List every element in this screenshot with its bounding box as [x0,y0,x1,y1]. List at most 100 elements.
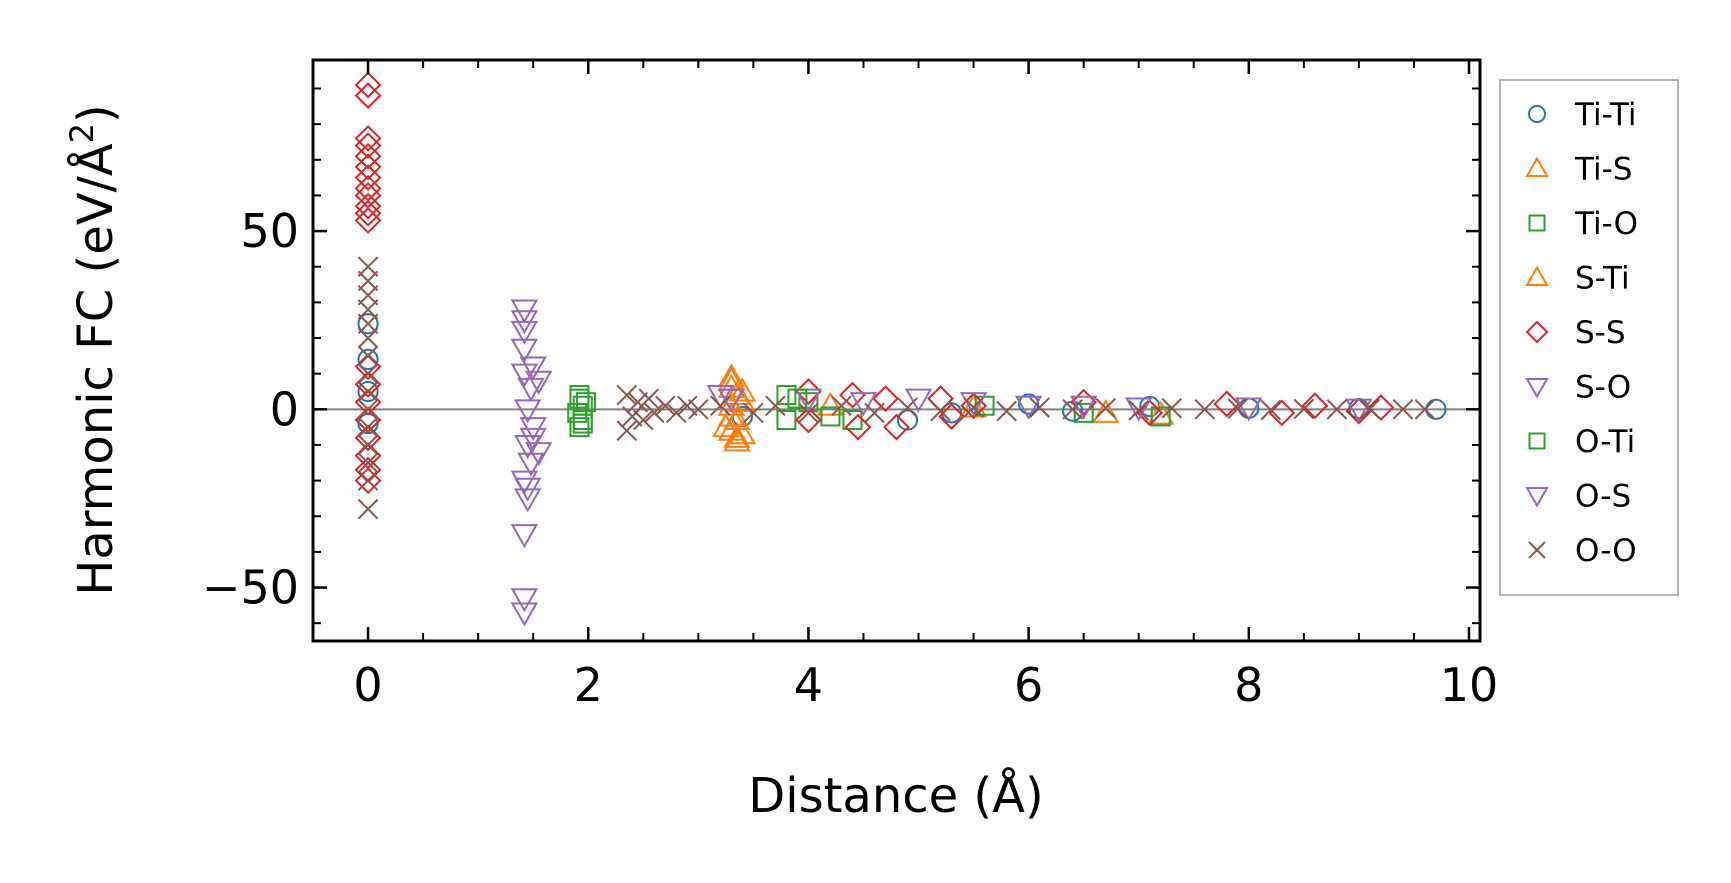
series-o-o [357,256,1436,520]
point-o-ti-2 [787,388,808,409]
point-o-o-40 [1161,397,1183,419]
x-tick-label-6: 6 [1014,658,1043,712]
point-o-o-27 [743,402,764,424]
legend-marker-o-s [1525,487,1549,508]
x-tick-label-4: 4 [794,658,823,712]
point-s-s-0 [354,71,382,99]
point-s-o-6 [513,399,542,424]
y-tick-label-1: 0 [270,382,299,436]
point-o-o-8 [357,381,379,402]
point-o-o-0 [357,256,379,278]
point-s-s-21 [795,406,822,434]
point-o-o-48 [1414,399,1436,420]
point-ti-s-9 [728,420,757,445]
point-o-o-30 [831,395,852,417]
point-s-o-14 [510,602,539,627]
point-o-o-35 [996,400,1017,422]
point-o-o-34 [963,397,984,418]
point-s-s-33 [1301,392,1329,420]
point-s-s-20 [795,378,822,405]
legend-marker-ti-ti [1528,105,1546,123]
point-s-s-9 [354,192,382,220]
point-ti-o-4 [569,417,590,438]
point-o-o-41 [1194,399,1216,420]
point-s-o-23 [1124,397,1153,422]
point-s-s-10 [354,199,382,227]
point-o-o-37 [1062,399,1083,420]
point-o-o-32 [897,397,918,418]
point-o-o-12 [357,452,379,474]
point-s-s-6 [354,164,382,192]
point-o-o-7 [357,363,379,384]
point-s-o-15 [524,370,553,395]
point-s-ti-2 [717,402,746,427]
legend-label-ti-ti: Ti-Ti [1574,97,1637,133]
point-ti-s-6 [723,427,751,452]
point-s-s-3 [354,132,382,159]
point-o-o-14 [357,498,379,520]
legend-label-o-o: O-O [1575,533,1637,569]
point-o-o-3 [357,299,379,320]
legend-box [1499,79,1679,596]
point-s-o-2 [510,320,539,345]
legend-marker-ti-o [1528,214,1546,232]
point-s-s-29 [1070,388,1098,416]
legend-item-o-o: O-O [1528,533,1637,569]
point-o-o-29 [798,402,819,424]
point-o-s-4 [849,392,878,417]
point-o-o-4 [357,313,379,335]
point-o-s-0 [513,477,542,502]
point-o-ti-0 [569,385,590,406]
legend-marker-s-ti [1525,265,1549,286]
y-axis-label-superscript: 2 [63,123,101,143]
legend-item-o-s: O-S [1525,479,1631,515]
point-s-o-20 [959,392,988,417]
point-o-o-13 [357,470,379,491]
y-tick-label-2: 50 [240,204,299,258]
legend-marker-ti-s [1525,156,1549,177]
point-o-o-21 [643,402,665,424]
point-o-o-31 [864,402,885,424]
point-o-o-45 [1326,399,1348,420]
point-o-o-17 [616,420,638,442]
point-s-s-31 [1213,390,1241,418]
point-s-o-25 [1345,398,1373,423]
legend-marker-o-ti [1528,432,1546,450]
legend-label-s-ti: S-Ti [1575,261,1630,297]
point-o-o-47 [1392,399,1414,420]
point-s-o-22 [1069,395,1098,420]
point-s-o-9 [517,452,545,477]
point-s-o-13 [510,588,539,613]
point-o-s-2 [519,427,547,452]
point-s-s-23 [844,413,872,441]
series-o-ti [569,385,841,434]
point-s-s-5 [354,153,382,181]
point-o-o-26 [710,395,731,417]
point-o-o-28 [765,395,786,417]
x-axis-label: Distance (Å) [748,767,1043,824]
point-s-o-11 [513,488,542,513]
point-s-o-18 [794,388,823,413]
point-s-o-17 [706,385,735,410]
point-s-o-8 [513,434,542,459]
point-o-o-25 [688,399,709,420]
point-o-o-10 [357,416,379,438]
point-s-s-27 [938,403,965,430]
y-tick-label-0: −50 [202,561,299,615]
point-o-o-15 [616,384,638,406]
series-s-s [354,71,1395,495]
plot-frame [311,58,1482,643]
point-s-s-35 [1367,394,1395,421]
point-s-o-12 [510,524,539,549]
point-o-o-33 [930,400,951,422]
point-ti-ti-7 [1018,393,1040,415]
point-ti-s-10 [816,391,845,416]
point-o-o-1 [357,270,379,292]
point-o-o-9 [357,399,379,420]
point-o-o-18 [627,391,649,413]
legend-item-s-s: S-S [1525,315,1626,351]
legend-item-ti-ti: Ti-Ti [1528,97,1637,133]
y-axis-label-main: Harmonic FC (eV/Å [67,143,124,596]
point-s-o-3 [510,338,539,363]
